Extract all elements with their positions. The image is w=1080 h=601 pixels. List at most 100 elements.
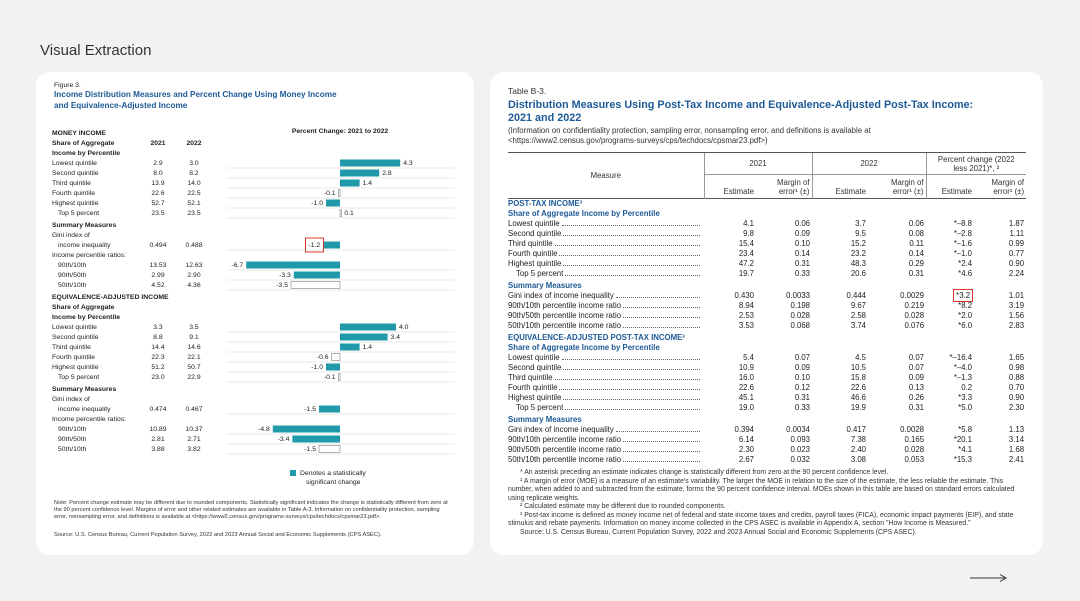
cell-value: 0.31 <box>794 259 811 268</box>
row-label-wrap: 90th/10th percentile income ratio <box>508 301 702 311</box>
cell-value: 0.0029 <box>900 291 925 300</box>
cell: *–1.0 <box>926 249 974 259</box>
row-value: 3.5 <box>189 324 199 331</box>
row-value: 14.4 <box>151 344 164 351</box>
cell: *–8.8 <box>926 219 974 229</box>
dot-leader <box>554 245 700 246</box>
cell-value: 23.4 <box>738 249 754 258</box>
cell: 0.06 <box>756 219 812 229</box>
cell: 2.24 <box>974 269 1026 279</box>
cell-value: 0.31 <box>908 269 925 278</box>
cell-value: *–2.8 <box>953 229 973 238</box>
row-label-wrap: 90th/50th percentile income ratio <box>508 445 702 455</box>
cell: 19.9 <box>812 403 868 413</box>
row-cell: Fourth quintile <box>508 249 704 259</box>
bar <box>340 343 360 351</box>
cell-value: 0.31 <box>908 403 925 412</box>
cell-value: 0.99 <box>1008 239 1025 248</box>
row-label: Gini index of income inequality <box>508 425 614 434</box>
cell-value: 0.98 <box>1008 363 1025 372</box>
cell: 22.6 <box>704 383 756 393</box>
bar <box>326 199 340 207</box>
dot-leader <box>563 369 700 370</box>
cell: 15.2 <box>812 239 868 249</box>
row-label-wrap: Gini index of income inequality <box>508 291 702 301</box>
dot-leader <box>623 317 700 318</box>
cell-value: 0.06 <box>908 219 925 228</box>
row-value: 2021 <box>150 140 165 147</box>
cell: 1.56 <box>974 311 1026 321</box>
bar <box>323 241 340 249</box>
row-cell: 90th/10th percentile income ratio <box>508 435 704 445</box>
section-label: Share of Aggregate Income by Percentile <box>508 209 660 218</box>
cell: 0.29 <box>868 259 926 269</box>
cell: 15.8 <box>812 373 868 383</box>
cell: 2.58 <box>812 311 868 321</box>
cell: 0.31 <box>756 393 812 403</box>
bar-label: -0.1 <box>324 374 336 381</box>
cell: 0.10 <box>756 239 812 249</box>
row-label: 50th/10th <box>58 282 87 289</box>
cell: 15.4 <box>704 239 756 249</box>
table-row: Gini index of income inequality 0.430 0.00… <box>508 289 1026 302</box>
highlight-box <box>304 237 324 253</box>
cell: *2.4 <box>926 259 974 269</box>
dot-leader <box>623 441 700 442</box>
row-label: Third quintile <box>508 239 553 248</box>
table-row: Gini index of income inequality 0.394 0.00… <box>508 425 1026 435</box>
bar <box>318 445 341 453</box>
legend-text: Denotes a statistically <box>300 470 366 477</box>
row-label-wrap: 50th/10th percentile income ratio <box>508 455 702 465</box>
cell-value: 0.07 <box>908 353 925 362</box>
cell-value: *–16.4 <box>949 353 973 362</box>
cell: *5.0 <box>926 403 974 413</box>
row-value: 8.2 <box>189 170 199 177</box>
footnote: ³ Post-tax income is defined as money in… <box>508 511 1014 528</box>
row-label: 90th/50th percentile income ratio <box>508 311 622 320</box>
bar <box>290 281 341 289</box>
cell: 0.06 <box>868 219 926 229</box>
cell-value: 0.14 <box>908 249 925 258</box>
cell-value: 0.2 <box>961 383 973 392</box>
cell-value: 0.198 <box>790 301 811 310</box>
cell: 0.07 <box>756 353 812 363</box>
cell-value: 22.6 <box>738 383 754 392</box>
cell-value: 0.11 <box>909 239 925 248</box>
figure: Figure 3. Income Distribution Measures a… <box>52 82 455 486</box>
row-label-wrap: Third quintile <box>508 373 702 383</box>
cell: 16.0 <box>704 373 756 383</box>
cell-value: 0.33 <box>794 403 811 412</box>
row-label: 50th/10th <box>58 446 87 453</box>
cell: 0.068 <box>756 321 812 331</box>
row-value: 13.53 <box>149 262 166 269</box>
cell: 0.14 <box>756 249 812 259</box>
cell: 46.6 <box>812 393 868 403</box>
table-row: Share of Aggregate Income by Percentile <box>508 343 1026 353</box>
figure-source: Source: U.S. Census Bureau, Current Popu… <box>54 532 382 538</box>
row-label: Third quintile <box>508 373 553 382</box>
bar-label: 4.3 <box>403 160 413 167</box>
cell-value: 4.1 <box>743 219 754 228</box>
cell: 47.2 <box>704 259 756 269</box>
cell: *4.6 <box>926 269 974 279</box>
row-label-wrap: Lowest quintile <box>508 353 702 363</box>
cell-value: 3.7 <box>855 219 867 228</box>
next-arrow[interactable] <box>968 572 1010 584</box>
cell-value: 0.219 <box>904 301 925 310</box>
cell-value: 10.9 <box>738 363 754 372</box>
bar <box>293 271 340 279</box>
row-value: 23.5 <box>151 210 164 217</box>
figure-note: Note: Percent change estimate may be dif… <box>54 500 448 520</box>
cell: 0.09 <box>756 363 812 373</box>
column-subheader: Margin of error¹ (±) <box>756 174 813 199</box>
cell-value: 7.38 <box>850 435 867 444</box>
cell: 0.028 <box>868 311 926 321</box>
cell-value: 0.165 <box>904 435 925 444</box>
row-value: 8.0 <box>153 170 163 177</box>
row-value: 52.7 <box>151 200 164 207</box>
row-label: Fourth quintile <box>52 190 95 197</box>
column-subheader: Margin of error¹ (±) <box>974 174 1027 199</box>
row-label-wrap: Second quintile <box>508 229 702 239</box>
row-cell: Lowest quintile <box>508 353 704 363</box>
